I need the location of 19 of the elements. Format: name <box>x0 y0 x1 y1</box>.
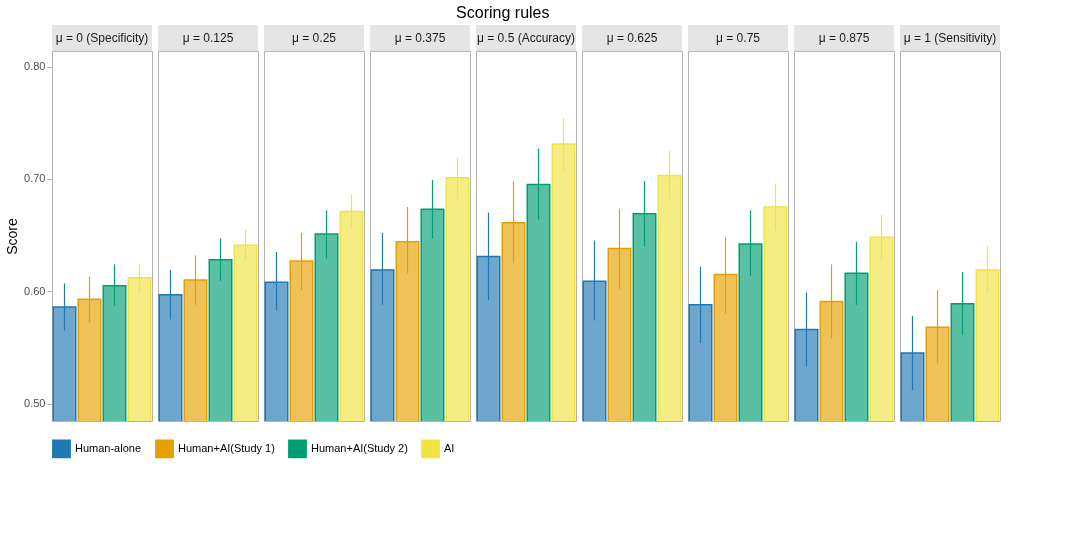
x-tick-label: μ = 1 (Sensitivity) <box>903 31 997 45</box>
x-tick-label: μ = 0.5 (Accuracy) <box>477 31 575 45</box>
legend-label: Human-alone <box>75 441 142 454</box>
x-tick-label: μ = 0.375 <box>394 31 446 45</box>
x-tick-label: μ = 0.75 <box>716 31 761 45</box>
x-tick-label: μ = 0.875 <box>818 31 870 45</box>
y-tick-label: 0.50 <box>24 397 46 410</box>
y-tick-label: 0.70 <box>24 172 46 185</box>
legend-label: Human+AI(Study 2) <box>311 441 408 454</box>
y-tick-label: 0.60 <box>24 284 46 297</box>
y-axis-title: Score <box>4 218 21 255</box>
x-tick-label: μ = 0 (Specificity) <box>55 31 149 45</box>
x-tick-label: μ = 0.25 <box>292 31 337 45</box>
x-tick-label: μ = 0.625 <box>606 31 658 45</box>
x-tick-label: μ = 0.125 <box>182 31 234 45</box>
chart-title: Scoring rules <box>456 4 550 21</box>
legend-label: AI <box>444 441 455 454</box>
y-tick-label: 0.80 <box>24 60 46 73</box>
legend-label: Human+AI(Study 1) <box>178 441 275 454</box>
